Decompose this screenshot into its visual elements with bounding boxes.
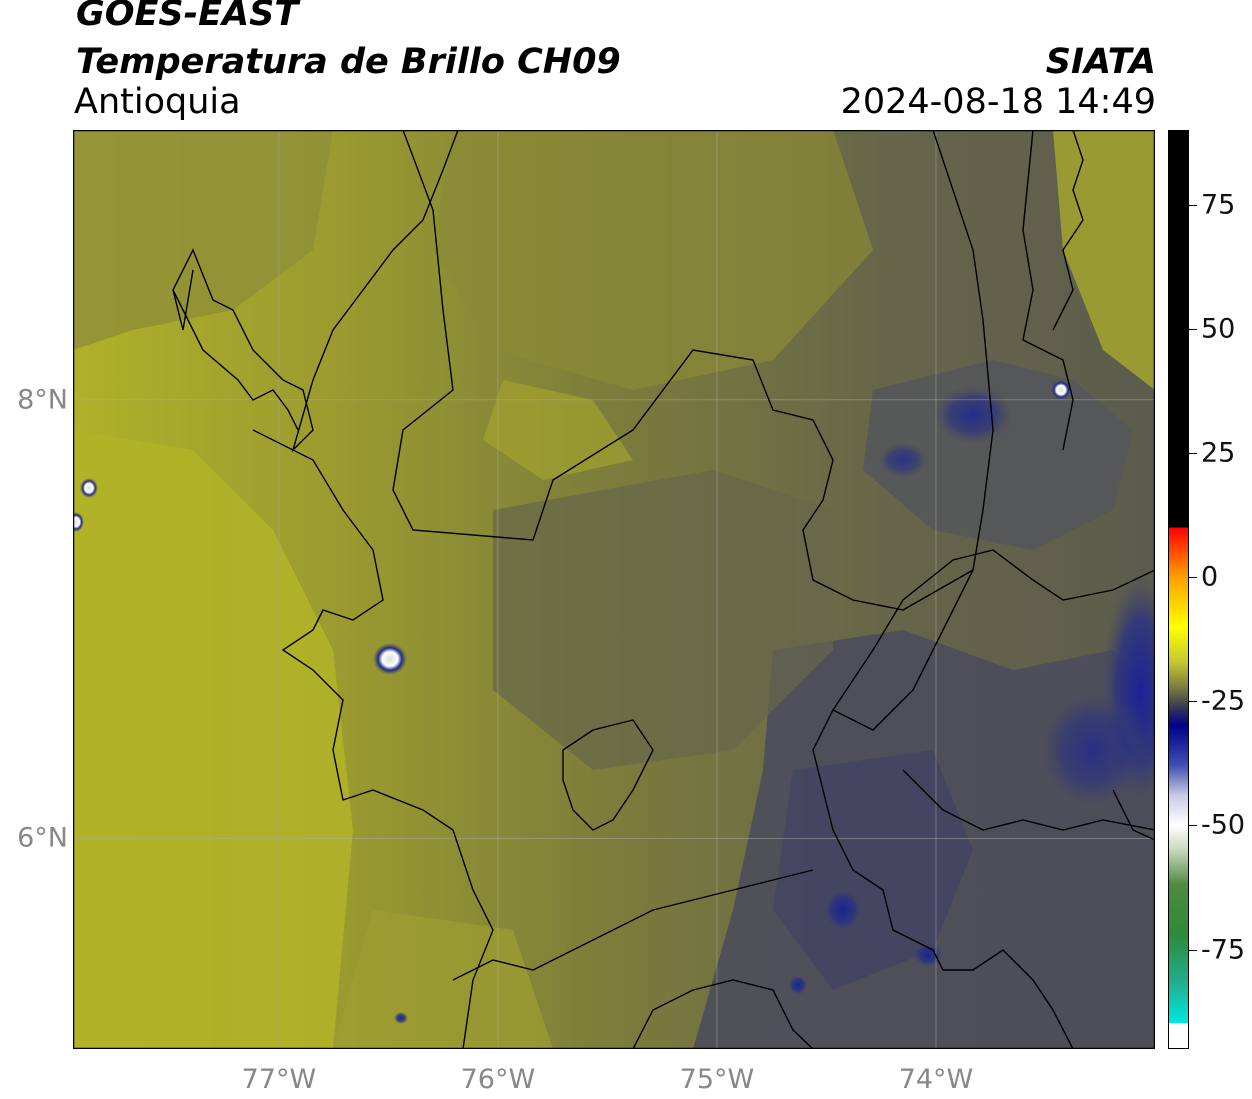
cold-cell-west-2 bbox=[73, 512, 84, 532]
olive-patch-north bbox=[433, 130, 873, 390]
antioquia-border-north bbox=[392, 130, 994, 611]
convective-core-east-2 bbox=[1038, 690, 1148, 810]
map-frame bbox=[73, 130, 1155, 1049]
colorbar-tick-label: 50 bbox=[1201, 313, 1236, 345]
convective-core-s2 bbox=[913, 943, 943, 967]
bright-zone-west bbox=[73, 430, 353, 1049]
cold-cell-ne bbox=[1051, 380, 1071, 400]
product-title: Temperatura de Brillo CH09 bbox=[76, 42, 621, 82]
department-border-ne bbox=[1022, 130, 1074, 451]
colorbar-tick-label: -25 bbox=[1201, 685, 1246, 717]
convective-core-ne bbox=[933, 385, 1013, 445]
datetime-label: 2024-08-18 14:49 bbox=[840, 82, 1156, 122]
organization-label: SIATA bbox=[1045, 42, 1156, 82]
brightness-temperature-map bbox=[73, 130, 1155, 1049]
cold-cell-west-1 bbox=[80, 478, 98, 498]
magdalena-border bbox=[832, 549, 1155, 711]
colorbar-tick-label: -50 bbox=[1201, 809, 1246, 841]
lat-tick-label: 8°N bbox=[17, 384, 68, 416]
slate-region-northeast bbox=[863, 360, 1133, 550]
colorbar-tick-label: 25 bbox=[1201, 437, 1236, 469]
cold-cell-center bbox=[373, 643, 407, 675]
bright-zone-northeast bbox=[1053, 130, 1155, 390]
satellite-title: GOES-EAST bbox=[76, 0, 299, 34]
gulf-inner-coast bbox=[172, 289, 299, 431]
border-east-spur bbox=[1052, 130, 1084, 331]
navy-band-south bbox=[773, 750, 973, 990]
metro-area-outline bbox=[562, 719, 654, 831]
convective-core-s1 bbox=[823, 888, 863, 932]
south-subdivision bbox=[632, 979, 814, 1049]
region-label: Antioquia bbox=[74, 82, 241, 122]
colorbar-tick-label: 0 bbox=[1201, 561, 1219, 593]
colorbar bbox=[1168, 130, 1189, 1049]
bright-patch-center bbox=[483, 380, 633, 480]
coastline-uraba bbox=[172, 130, 459, 453]
lon-tick-label: 74°W bbox=[898, 1064, 974, 1095]
convective-core-s3 bbox=[788, 975, 808, 995]
antioquia-border-west bbox=[252, 429, 494, 1049]
antioquia-border-east bbox=[812, 569, 1074, 1049]
colorbar-tick-mark bbox=[1189, 204, 1197, 206]
colorbar-tick-mark bbox=[1189, 701, 1197, 703]
colorbar-tick-label: 75 bbox=[1201, 189, 1236, 220]
colorbar-tick-mark bbox=[1189, 577, 1197, 579]
colorbar-tick-mark bbox=[1189, 328, 1197, 330]
department-border-se bbox=[902, 769, 1155, 831]
colorbar-tick-mark bbox=[1189, 825, 1197, 827]
political-borders bbox=[172, 130, 1155, 1049]
lat-tick-label: 6°N bbox=[17, 822, 68, 854]
bright-zone-north bbox=[73, 130, 333, 350]
border-far-east bbox=[1112, 789, 1155, 841]
department-border-south bbox=[452, 869, 814, 981]
colorbar-tick-label: -75 bbox=[1201, 934, 1246, 966]
lon-tick-label: 77°W bbox=[241, 1064, 317, 1095]
lon-tick-label: 75°W bbox=[679, 1064, 755, 1095]
colorbar-tick-mark bbox=[1189, 452, 1197, 454]
convective-core-ne-2 bbox=[878, 442, 928, 478]
colorbar-tick-mark bbox=[1189, 949, 1197, 951]
lon-tick-label: 76°W bbox=[460, 1064, 536, 1095]
cold-cell-south bbox=[394, 1012, 408, 1024]
dark-olive-center bbox=[493, 470, 833, 770]
